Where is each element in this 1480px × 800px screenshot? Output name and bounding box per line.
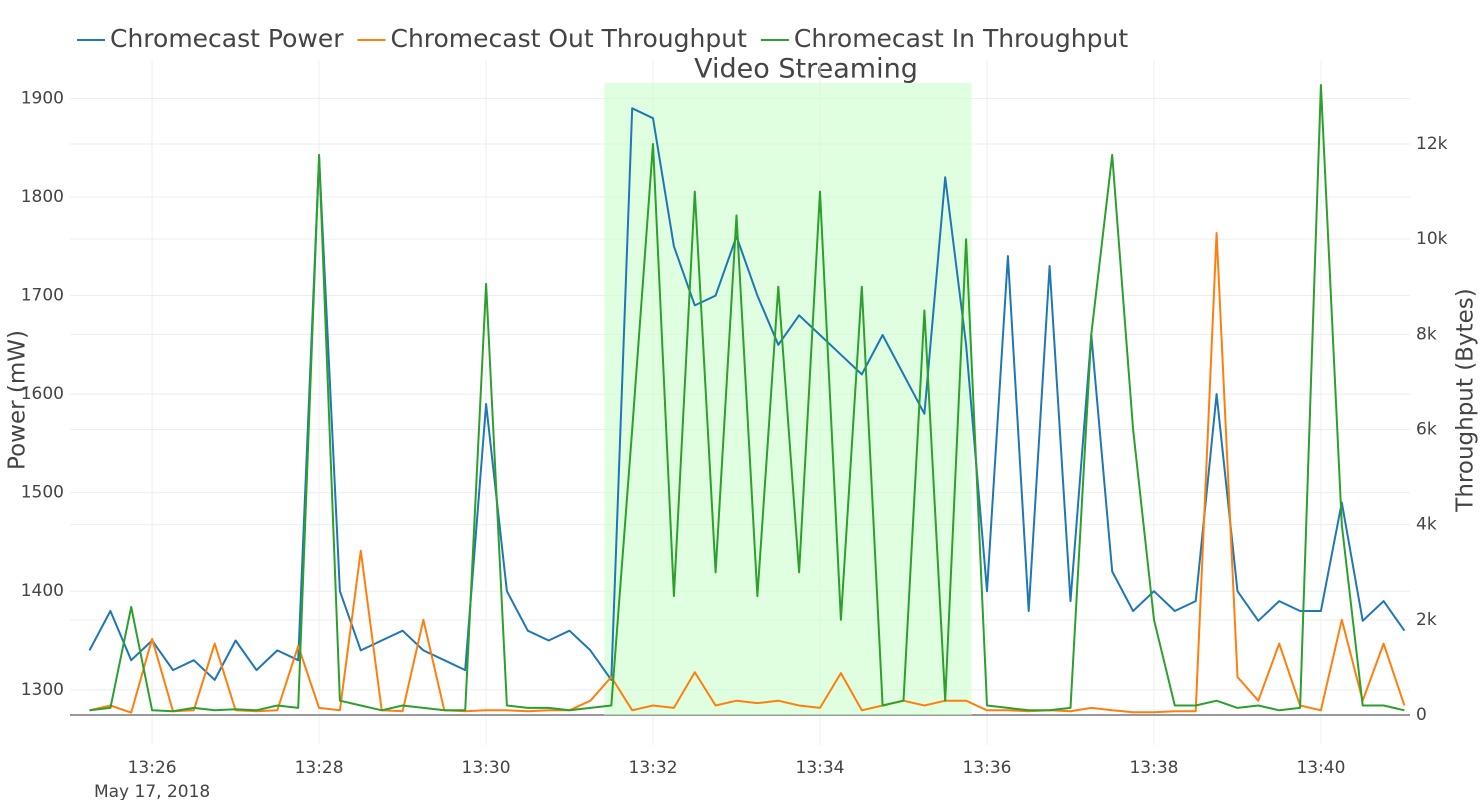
y-tick-label: 1800 [21, 187, 64, 207]
y2-axis-title: Throughput (Bytes) [1453, 288, 1479, 512]
x-tick-label: 13:34 [796, 758, 845, 778]
x-tick-label: 13:40 [1296, 758, 1345, 778]
x-tick-label: 13:26 [128, 758, 177, 778]
x-date-label: May 17, 2018 [94, 782, 210, 800]
y2-tick-label: 4k [1416, 515, 1437, 535]
x-tick-label: 13:38 [1129, 758, 1178, 778]
x-tick-label: 13:32 [629, 758, 678, 778]
y-tick-label: 1700 [21, 286, 64, 306]
x-tick-label: 13:28 [295, 758, 344, 778]
series-line [89, 84, 1405, 713]
y-axis-title: Power (mW) [5, 330, 31, 470]
y2-tick-label: 10k [1416, 229, 1448, 249]
annotation: Video Streaming [694, 54, 918, 85]
y2-tick-label: 2k [1416, 610, 1437, 630]
x-tick-label: 13:36 [962, 758, 1011, 778]
y-tick-label: 1900 [21, 88, 64, 108]
legend-label: Chromecast Out Throughput [390, 24, 747, 53]
y2-tick-label: 12k [1416, 134, 1448, 154]
legend-label: Chromecast Power [110, 24, 344, 53]
legend-label: Chromecast In Throughput [794, 24, 1128, 53]
y2-tick-label: 0 [1416, 705, 1427, 725]
series-line [89, 232, 1406, 714]
y2-tick-label: 6k [1416, 420, 1437, 440]
y2-tick-label: 8k [1416, 324, 1437, 344]
y-tick-label: 1500 [21, 483, 64, 503]
y-tick-label: 1400 [21, 581, 64, 601]
y-tick-label: 1300 [21, 680, 64, 700]
x-tick-label: 13:30 [462, 758, 511, 778]
y-tick-label: 1600 [21, 384, 64, 404]
